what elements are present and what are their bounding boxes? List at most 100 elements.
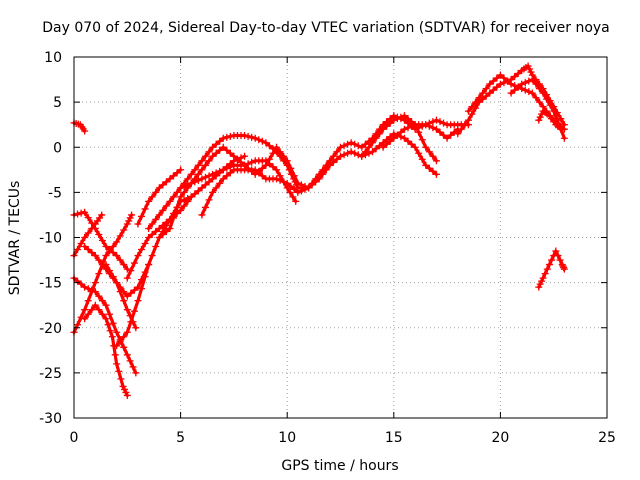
data-point: [187, 193, 195, 201]
data-point: [376, 142, 384, 150]
data-point: [219, 143, 227, 151]
series-arc-v: [535, 247, 568, 291]
data-point: [127, 267, 135, 275]
data-point: [155, 211, 163, 219]
data-point: [130, 286, 138, 294]
data-point: [351, 149, 359, 157]
data-point: [464, 107, 472, 115]
data-point: [102, 252, 110, 260]
data-point: [74, 246, 82, 254]
data-point: [177, 193, 185, 201]
data-point: [166, 197, 174, 205]
data-point: [180, 182, 188, 190]
data-point: [558, 125, 566, 133]
data-point: [113, 360, 121, 368]
data-point: [514, 83, 522, 91]
data-point: [344, 149, 352, 157]
data-point: [205, 196, 213, 204]
data-point: [340, 142, 348, 150]
data-point: [120, 333, 128, 341]
data-point: [230, 152, 238, 160]
axes: 0 5 10 15 20 25 -30 -25 -20 -15 -10 -5 0 5 10: [39, 50, 616, 446]
data-point: [269, 163, 277, 171]
data-point: [289, 193, 297, 201]
data-point: [123, 265, 131, 273]
data-point: [543, 95, 551, 103]
data-point: [305, 184, 313, 192]
data-point: [88, 224, 96, 232]
data-point: [77, 240, 85, 248]
data-point: [472, 98, 480, 106]
data-point: [74, 321, 82, 329]
series-arc-u: [535, 107, 566, 133]
data-point: [74, 277, 82, 285]
data-point: [496, 71, 504, 79]
data-point: [347, 139, 355, 147]
data-point: [241, 161, 249, 169]
data-point: [255, 136, 263, 144]
data-point: [475, 94, 483, 102]
data-point: [276, 172, 284, 180]
data-point: [191, 178, 199, 186]
data-point: [233, 155, 241, 163]
data-point: [84, 229, 92, 237]
data-point: [482, 85, 490, 93]
data-point: [390, 116, 398, 124]
data-point: [422, 143, 430, 151]
data-point: [368, 148, 376, 156]
data-point: [553, 116, 561, 124]
data-point: [109, 319, 117, 327]
data-point: [358, 152, 366, 160]
data-point: [560, 265, 568, 273]
data-point: [169, 214, 177, 222]
data-point: [422, 121, 430, 129]
data-point: [120, 261, 128, 269]
data-point: [511, 86, 519, 94]
data-point: [123, 292, 131, 300]
data-point: [223, 146, 231, 154]
data-point: [81, 283, 89, 291]
data-point: [148, 220, 156, 228]
data-point: [106, 327, 114, 335]
data-point: [141, 273, 149, 281]
data-point: [365, 149, 373, 157]
data-point: [81, 315, 89, 323]
data-point: [411, 143, 419, 151]
data-point: [432, 116, 440, 124]
data-point: [152, 243, 160, 251]
data-point: [276, 148, 284, 156]
data-point: [255, 169, 263, 177]
data-point: [138, 212, 146, 220]
data-point: [351, 140, 359, 148]
data-point: [95, 292, 103, 300]
data-point: [539, 274, 547, 282]
data-point: [344, 140, 352, 148]
data-point: [450, 128, 458, 136]
series-arc-a: [70, 119, 89, 135]
data-point: [287, 164, 295, 172]
data-point: [265, 142, 273, 150]
data-point: [128, 211, 136, 219]
data-point: [425, 122, 433, 130]
data-point: [244, 132, 252, 140]
data-point: [400, 134, 408, 142]
data-point: [241, 152, 249, 160]
data-point: [216, 137, 224, 145]
data-point: [461, 121, 469, 129]
data-point: [539, 89, 547, 97]
data-point: [429, 152, 437, 160]
data-point: [113, 328, 121, 336]
data-point: [297, 187, 305, 195]
data-point: [454, 130, 462, 138]
data-point: [120, 297, 128, 305]
plot-frame: [73, 56, 608, 419]
data-point: [152, 227, 160, 235]
data-point: [116, 256, 124, 264]
data-point: [226, 132, 234, 140]
data-point: [493, 74, 501, 82]
data-point: [269, 149, 277, 157]
data-point: [489, 77, 497, 85]
data-point: [91, 279, 99, 287]
data-point: [294, 179, 302, 187]
